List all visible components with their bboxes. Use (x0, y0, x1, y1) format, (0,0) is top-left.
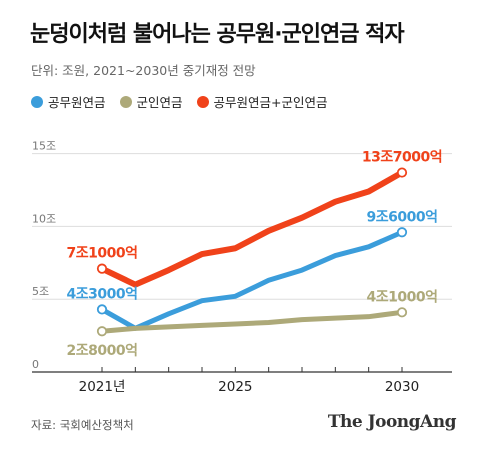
annotations-group: 7조1000억 4조3000억 2조8000억 13조7000억 9조6000억 4조10… (67, 150, 443, 360)
legend: 공무원연금 군인연금 공무원연금+군인연금 (31, 92, 342, 111)
chart-subtitle: 단위: 조원, 2021~2030년 중기재정 전망 (31, 63, 256, 78)
legend-swatch (196, 95, 209, 108)
y-tick-label: 15조 (32, 140, 56, 153)
publisher-logo: The JoongAng (327, 412, 457, 432)
data-label: 2조8000억 (67, 343, 138, 359)
y-tick-label: 5조 (32, 285, 49, 298)
x-tick-label: 2021년 (79, 379, 126, 395)
data-point (396, 167, 408, 178)
data-point (96, 326, 108, 337)
data-point (396, 307, 408, 318)
data-point (96, 304, 108, 315)
legend-item-military-pension: 군인연금 (119, 92, 183, 111)
x-axis: 2021년 2025 2030 (32, 367, 452, 395)
data-label: 4조1000억 (367, 289, 438, 305)
series-line (99, 229, 405, 331)
source-note: 자료: 국회예산정책처 (31, 418, 134, 432)
legend-swatch (119, 95, 132, 108)
data-label: 9조6000억 (367, 209, 438, 225)
legend-swatch (31, 95, 43, 108)
data-point (96, 263, 108, 274)
legend-label: 공무원연금 (48, 95, 106, 110)
series-line (99, 309, 405, 334)
data-label: 7조1000억 (67, 246, 138, 262)
points-group (96, 167, 408, 337)
legend-label: 군인연금 (136, 95, 183, 110)
data-label: 4조3000억 (67, 286, 138, 302)
series-line (99, 169, 405, 288)
y-axis-labels: 0 5조 10조 15조 (32, 140, 56, 371)
chart-title: 눈덩이처럼 불어나는 공무원·군인연금 적자 (30, 22, 405, 47)
y-tick-label: 0 (32, 358, 39, 371)
data-point (396, 227, 408, 238)
legend-item-combined-pension: 공무원연금+군인연금 (196, 92, 328, 111)
legend-item-public-pension: 공무원연금 (31, 92, 106, 111)
data-label: 13조7000억 (362, 150, 442, 166)
x-tick-label: 2030 (385, 379, 419, 395)
grid-lines (32, 153, 452, 300)
legend-label: 공무원연금+군인연금 (213, 95, 328, 110)
series-group (99, 169, 405, 334)
y-tick-label: 10조 (32, 212, 56, 225)
x-tick-label: 2025 (218, 379, 252, 395)
